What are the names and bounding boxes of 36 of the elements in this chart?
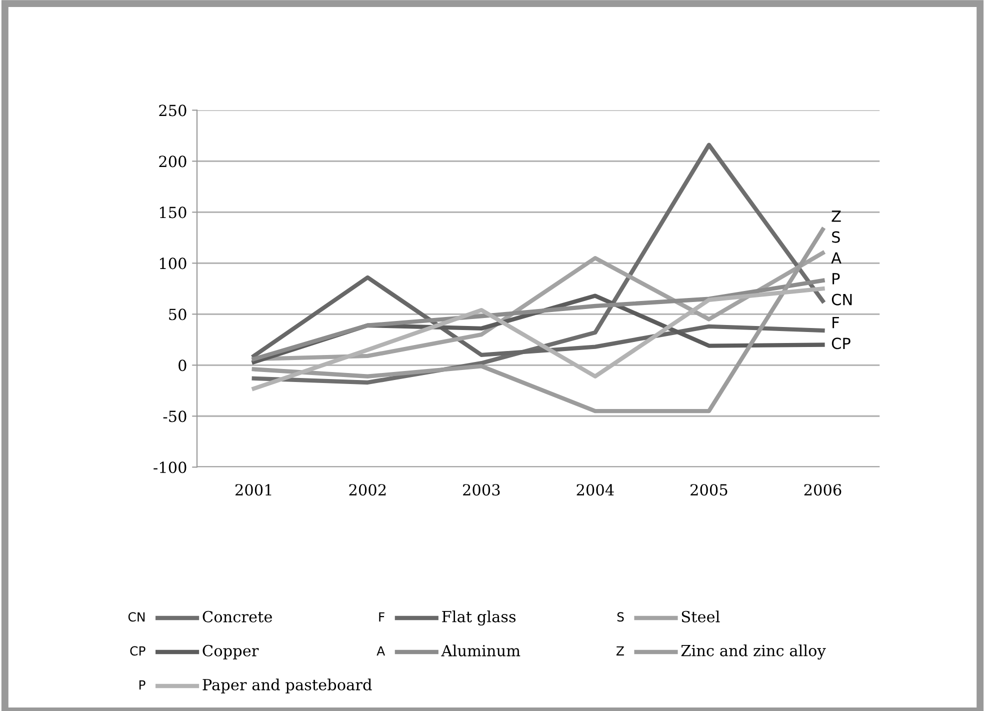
- x-tick-label: 2006: [804, 484, 842, 496]
- y-tick-label: -100: [154, 462, 186, 474]
- x-tick-label: 2003: [463, 484, 500, 496]
- text: P: [139, 680, 146, 690]
- y-tick-label: 0: [178, 360, 186, 372]
- annotation: S: [832, 231, 840, 243]
- y-tick-label: -50: [163, 410, 186, 422]
- x-tick-label: 2005: [690, 484, 728, 496]
- line-series: [252, 227, 825, 414]
- y-tick-label: 150: [160, 206, 186, 218]
- y-tick-label: 100: [160, 258, 186, 270]
- text: CP: [130, 646, 146, 656]
- text: A: [376, 646, 386, 656]
- legend-label: Aluminum: [441, 644, 520, 656]
- legend-label: Steel: [682, 610, 720, 622]
- y-tick-label: 250: [159, 104, 186, 116]
- y-tick-label: 200: [159, 156, 186, 168]
- text: Z: [616, 646, 624, 656]
- annotation: CP: [832, 338, 850, 350]
- annotation: P: [832, 273, 840, 284]
- y-tick-label: 50: [169, 308, 186, 320]
- legend-label: Flat glass: [442, 610, 516, 626]
- x-tick-label: 2001: [235, 484, 272, 496]
- annotation: CN: [832, 294, 852, 306]
- annotation: Z: [832, 210, 841, 222]
- legend-label: Zinc and zinc alloy: [681, 644, 826, 660]
- legend-label: Copper: [202, 644, 259, 660]
- annotation: F: [832, 317, 839, 328]
- legend-label: Paper and pasteboard: [202, 678, 372, 694]
- annotation: A: [831, 252, 842, 264]
- x-tick-label: 2002: [349, 484, 386, 496]
- text: F: [379, 612, 384, 622]
- text: CN: [128, 612, 145, 622]
- legend-label: Concrete: [202, 610, 272, 622]
- x-tick-label: 2004: [576, 484, 614, 496]
- text: S: [617, 612, 624, 622]
